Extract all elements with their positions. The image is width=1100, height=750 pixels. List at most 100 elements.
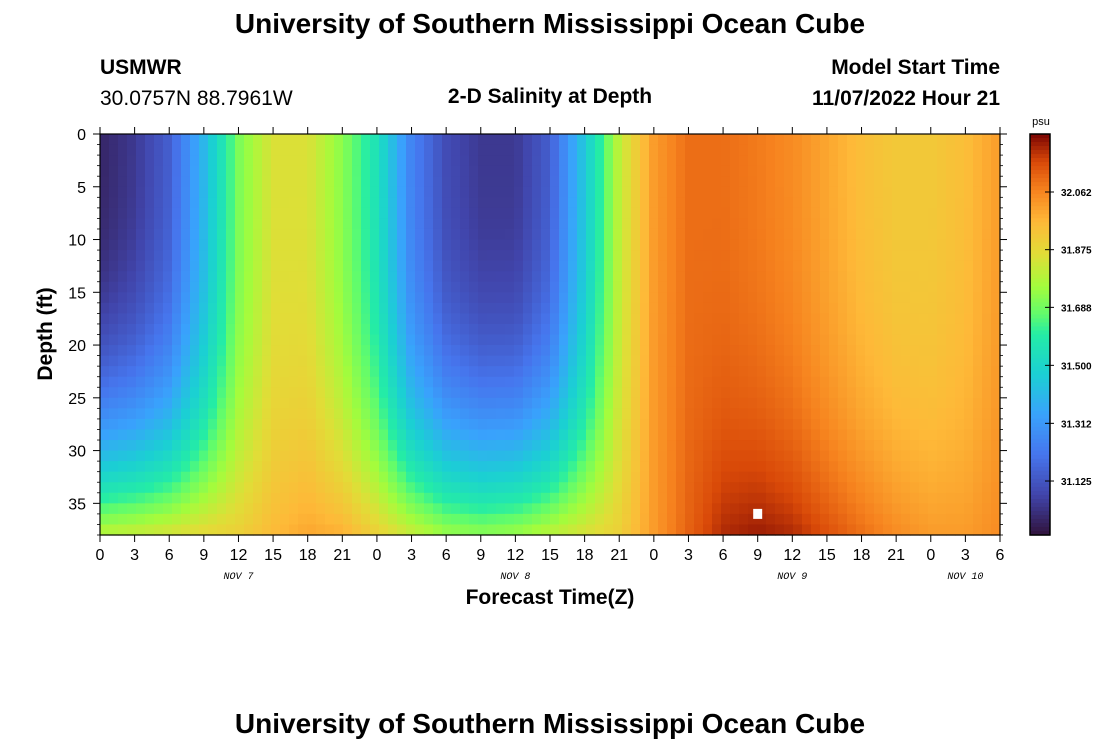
heatmap-cell — [451, 323, 461, 336]
heatmap-cell — [802, 260, 812, 272]
heatmap-cell — [730, 197, 740, 209]
heatmap-cell — [793, 186, 803, 198]
heatmap-cell — [712, 250, 722, 262]
heatmap-cell — [667, 461, 677, 473]
heatmap-cell — [577, 292, 587, 304]
heatmap-cell — [910, 260, 920, 272]
heatmap-cell — [694, 387, 704, 399]
heatmap-cell — [874, 281, 884, 293]
heatmap-cell — [424, 197, 434, 209]
heatmap-cell — [523, 450, 533, 462]
heatmap-cell — [496, 197, 506, 209]
heatmap-cell — [973, 429, 983, 441]
heatmap-cell — [766, 376, 776, 388]
heatmap-cell — [586, 197, 596, 209]
heatmap-cell — [550, 323, 560, 336]
heatmap-cell — [334, 239, 344, 251]
heatmap-cell — [811, 345, 821, 357]
heatmap-cell — [334, 450, 344, 462]
heatmap-cell — [496, 186, 506, 198]
heatmap-cell — [181, 197, 191, 209]
heatmap-cell — [397, 492, 407, 504]
heatmap-cell — [667, 471, 677, 483]
heatmap-cell — [253, 165, 263, 177]
heatmap-cell — [649, 134, 659, 146]
heatmap-cell — [244, 176, 254, 188]
heatmap-cell — [739, 366, 749, 378]
heatmap-cell — [784, 144, 794, 156]
heatmap-cell — [631, 292, 641, 304]
heatmap-cell — [379, 492, 389, 504]
heatmap-cell — [442, 397, 452, 409]
heatmap-cell — [244, 134, 254, 146]
heatmap-cell — [784, 366, 794, 378]
heatmap-cell — [226, 218, 236, 230]
heatmap-cell — [865, 218, 875, 230]
heatmap-cell — [865, 239, 875, 251]
heatmap-cell — [991, 345, 1001, 357]
heatmap-cell — [793, 408, 803, 420]
heatmap-cell — [982, 239, 992, 251]
heatmap-cell — [658, 334, 668, 346]
heatmap-cell — [271, 503, 281, 515]
heatmap-cell — [451, 513, 461, 526]
heatmap-cell — [136, 355, 146, 367]
colorbar-swatch — [1030, 186, 1050, 191]
heatmap-cell — [208, 239, 218, 251]
heatmap-cell — [118, 366, 128, 378]
heatmap-cell — [766, 292, 776, 304]
heatmap-cell — [811, 302, 821, 314]
heatmap-cell — [775, 207, 785, 220]
heatmap-cell — [298, 165, 308, 177]
heatmap-cell — [820, 524, 830, 536]
heatmap-cell — [100, 323, 110, 336]
heatmap-cell — [343, 239, 353, 251]
heatmap-cell — [505, 313, 515, 325]
colorbar-swatch — [1030, 370, 1050, 376]
heatmap-cell — [316, 323, 326, 336]
heatmap-cell — [397, 429, 407, 441]
heatmap-cell — [163, 429, 173, 441]
heatmap-cell — [451, 239, 461, 251]
heatmap-cell — [181, 281, 191, 293]
heatmap-cell — [748, 355, 758, 367]
heatmap-cell — [559, 366, 569, 378]
heatmap-cell — [424, 461, 434, 473]
heatmap-cell — [298, 408, 308, 420]
heatmap-cell — [757, 186, 767, 198]
heatmap-cell — [172, 165, 182, 177]
heatmap-cell — [469, 281, 479, 293]
heatmap-cell — [379, 197, 389, 209]
heatmap-cell — [721, 302, 731, 314]
heatmap-cell — [136, 207, 146, 220]
heatmap-cell — [208, 197, 218, 209]
heatmap-cell — [892, 482, 902, 494]
heatmap-cell — [460, 239, 470, 251]
heatmap-cell — [334, 524, 344, 536]
heatmap-cell — [694, 281, 704, 293]
heatmap-cell — [739, 408, 749, 420]
heatmap-cell — [901, 461, 911, 473]
heatmap-cell — [217, 176, 227, 188]
heatmap-cell — [505, 165, 515, 177]
heatmap-cell — [892, 345, 902, 357]
heatmap-cell — [784, 387, 794, 399]
heatmap-cell — [721, 292, 731, 304]
heatmap-cell — [199, 471, 209, 483]
heatmap-cell — [100, 176, 110, 188]
heatmap-cell — [487, 387, 497, 399]
heatmap-cell — [622, 134, 632, 146]
heatmap-cell — [919, 429, 929, 441]
heatmap-cell — [127, 176, 137, 188]
heatmap-cell — [289, 228, 299, 241]
heatmap-cell — [793, 482, 803, 494]
heatmap-cell — [145, 482, 155, 494]
heatmap-cell — [739, 355, 749, 367]
heatmap-cell — [865, 482, 875, 494]
heatmap-cell — [226, 186, 236, 198]
heatmap-cell — [604, 260, 614, 272]
heatmap-cell — [919, 197, 929, 209]
heatmap-cell — [784, 334, 794, 346]
heatmap-cell — [406, 450, 416, 462]
heatmap-cell — [802, 418, 812, 431]
